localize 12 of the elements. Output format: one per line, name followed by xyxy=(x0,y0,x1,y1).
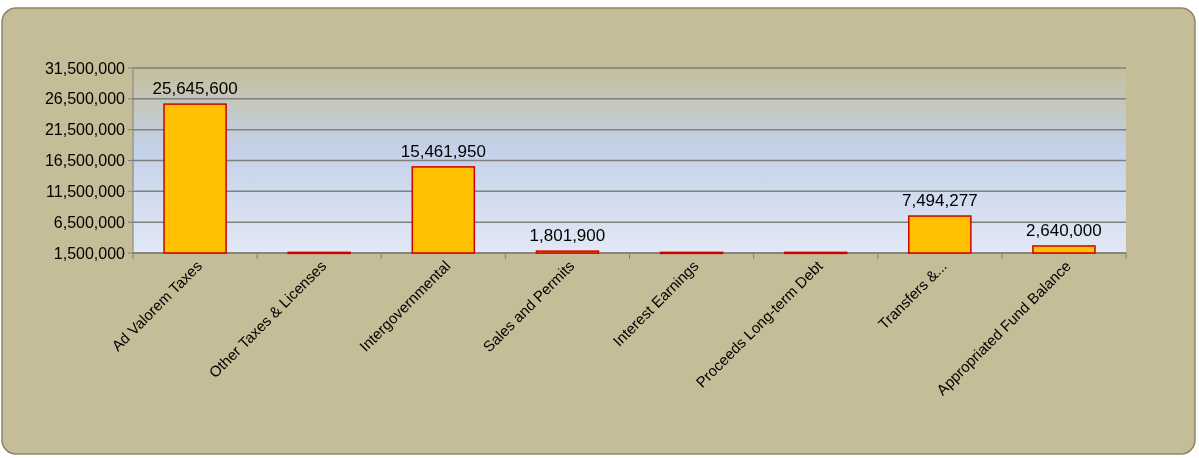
y-tick-label: 11,500,000 xyxy=(46,182,126,200)
data-label: 7,494,277 xyxy=(901,191,978,211)
y-tick-label: 1,500,000 xyxy=(53,244,126,262)
data-label: 1,801,900 xyxy=(529,226,606,246)
y-tick-label: 6,500,000 xyxy=(53,213,126,231)
data-label: 15,461,950 xyxy=(400,141,486,161)
y-tick-label: 21,500,000 xyxy=(44,121,126,139)
y-tick-label: 16,500,000 xyxy=(44,152,126,170)
data-label: 2,640,000 xyxy=(1026,220,1102,240)
y-tick-label: 26,500,000 xyxy=(44,90,126,108)
data-label: 25,645,600 xyxy=(152,79,238,99)
y-tick-label: 31,500,000 xyxy=(44,59,126,77)
